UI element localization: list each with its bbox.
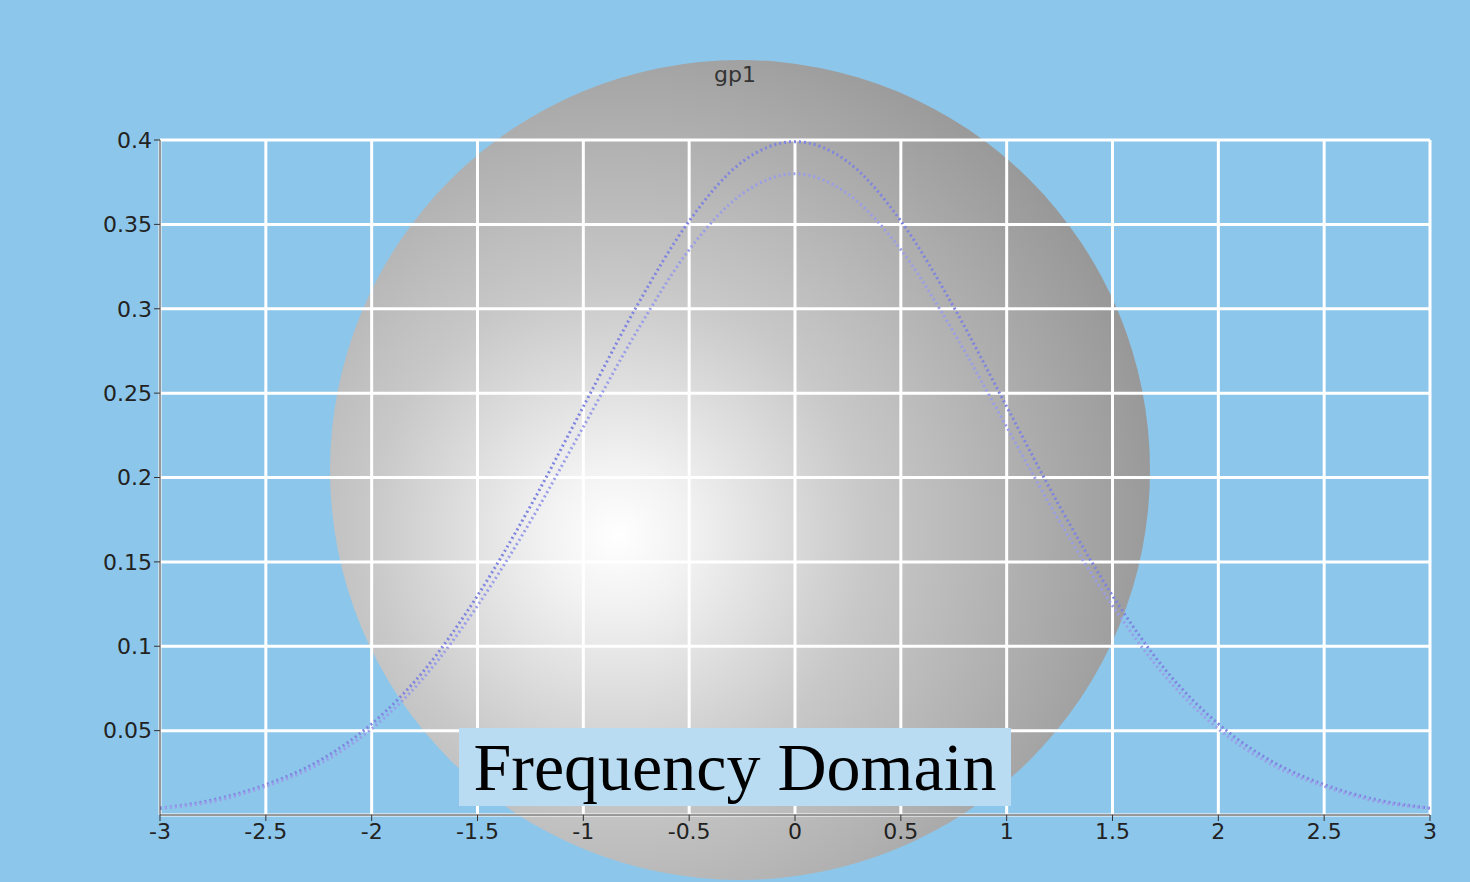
svg-text:1: 1 bbox=[1000, 819, 1014, 844]
svg-text:-0.5: -0.5 bbox=[668, 819, 711, 844]
svg-text:0.2: 0.2 bbox=[117, 465, 152, 490]
svg-text:2.5: 2.5 bbox=[1307, 819, 1342, 844]
svg-text:0: 0 bbox=[788, 819, 802, 844]
svg-text:0.3: 0.3 bbox=[117, 297, 152, 322]
svg-text:2: 2 bbox=[1211, 819, 1225, 844]
svg-text:0.1: 0.1 bbox=[117, 634, 152, 659]
svg-text:-1.5: -1.5 bbox=[456, 819, 499, 844]
html-text:Frequency Domain: Frequency Domain bbox=[473, 729, 997, 805]
svg-text:-3: -3 bbox=[149, 819, 171, 844]
svg-text:-2: -2 bbox=[361, 819, 383, 844]
svg-text:1.5: 1.5 bbox=[1095, 819, 1130, 844]
html-text:gp1: gp1 bbox=[714, 62, 756, 87]
svg-text:0.4: 0.4 bbox=[117, 128, 152, 153]
svg-text:0.15: 0.15 bbox=[103, 550, 152, 575]
svg-text:3: 3 bbox=[1423, 819, 1437, 844]
svg-text:0.35: 0.35 bbox=[103, 212, 152, 237]
svg-text:-1: -1 bbox=[572, 819, 594, 844]
svg-text:0.5: 0.5 bbox=[883, 819, 918, 844]
svg-text:0.05: 0.05 bbox=[103, 718, 152, 743]
svg-text:0.25: 0.25 bbox=[103, 381, 152, 406]
svg-text:-2.5: -2.5 bbox=[244, 819, 287, 844]
